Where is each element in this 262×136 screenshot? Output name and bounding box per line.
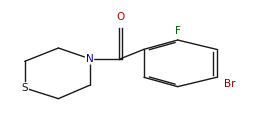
Text: N: N	[86, 54, 93, 64]
Text: O: O	[117, 12, 125, 22]
Text: Br: Br	[224, 79, 235, 89]
Text: S: S	[21, 83, 28, 93]
Text: F: F	[175, 26, 181, 36]
